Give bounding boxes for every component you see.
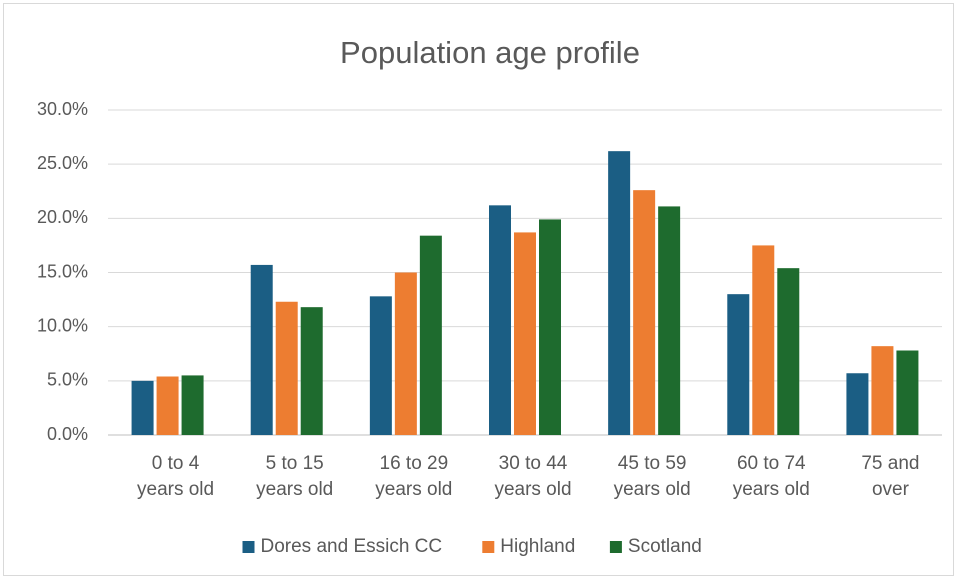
bar [250,264,273,435]
x-tick-label: 45 to 59 years old [613,453,691,500]
y-tick-label: 15.0% [37,261,88,281]
bar [727,294,750,435]
bar [156,376,179,435]
y-tick-label: 10.0% [37,315,88,335]
x-tick-label: 30 to 44 years old [494,453,572,500]
y-tick-label: 20.0% [37,207,88,227]
bar [777,268,800,435]
bar [300,307,323,435]
y-tick-label: 30.0% [37,99,88,119]
bar [608,151,631,435]
y-tick-label: 0.0% [47,424,88,444]
bar [752,245,775,435]
legend-label: Scotland [628,536,702,557]
legend-swatch [609,541,622,553]
bar [394,272,417,435]
bar [539,219,561,435]
x-tick-label: 0 to 4 years old [137,453,215,500]
x-tick-label: 75 and over [861,453,920,500]
legend-swatch [242,541,255,553]
x-tick-label: 60 to 74 years old [732,453,810,500]
legend-label: Highland [500,536,575,557]
bar [871,346,894,435]
y-tick-label: 25.0% [37,153,88,173]
bar [275,301,298,435]
y-tick-label: 5.0% [47,370,88,390]
bar [131,380,154,435]
bar [419,235,442,435]
bar [514,232,536,435]
bar [846,373,869,435]
bar [369,296,392,435]
x-tick-label: 16 to 29 years old [375,453,453,500]
chart-title: Population age profile [340,35,640,70]
bar [633,190,656,435]
bar [896,350,919,435]
legend-swatch [482,541,495,553]
bar [489,205,511,435]
x-tick-label: 5 to 15 years old [256,453,334,500]
bar [658,206,681,435]
bar [181,375,204,435]
legend-label: Dores and Essich CC [261,536,443,557]
